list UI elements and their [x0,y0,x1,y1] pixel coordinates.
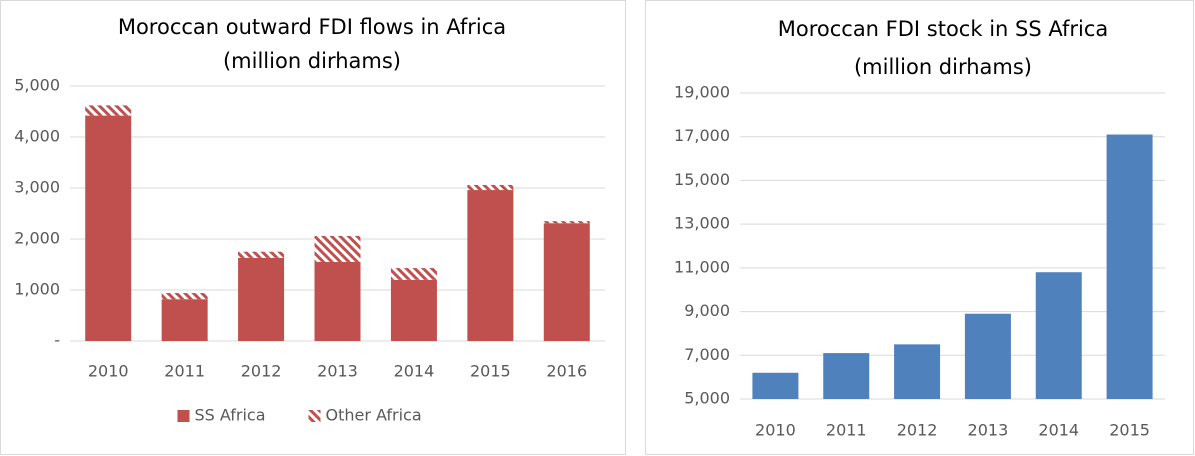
y-tick-label: 11,000 [674,257,730,276]
chart-title: (million dirhams) [854,55,1032,79]
bar-segment [467,190,514,341]
y-tick-label: 4,000 [14,127,60,146]
y-tick-label: 5,000 [684,389,730,408]
x-tick-label: 2010 [88,362,129,381]
legend-swatch [308,410,321,422]
chart-title: Moroccan outward FDI flows in Africa [118,15,506,39]
y-tick-label: 7,000 [684,345,730,364]
bar-segment [85,105,132,116]
x-tick-label: 2015 [470,362,511,381]
chart-title: Moroccan FDI stock in SS Africa [778,17,1109,41]
panel-border [645,0,1194,455]
bar-segment [238,251,285,258]
x-tick-label: 2014 [1038,421,1079,440]
x-tick-label: 2016 [546,362,587,381]
bar-segment [238,257,285,341]
y-tick-label: 9,000 [684,301,730,320]
x-tick-label: 2012 [897,421,938,440]
bar [964,313,1011,399]
bar-segment [314,261,361,341]
chart-title: (million dirhams) [223,49,401,73]
y-tick-label: 13,000 [674,214,730,233]
legend-label: SS Africa [195,406,266,425]
x-tick-label: 2014 [394,362,435,381]
bar-segment [543,221,590,224]
bar-segment [543,223,590,341]
bar-segment [390,268,437,280]
bar-segment [390,279,437,341]
y-tick-label: 19,000 [674,83,730,102]
bar [752,372,799,399]
legend-label: Other Africa [326,406,422,425]
x-tick-label: 2013 [317,362,358,381]
bar-segment [161,293,208,300]
bar [894,344,941,399]
bar [1035,272,1082,399]
x-tick-label: 2011 [164,362,205,381]
panel-border [0,0,626,455]
x-tick-label: 2012 [241,362,282,381]
bar [1106,134,1153,399]
bar-segment [85,115,132,341]
x-tick-label: 2013 [968,421,1009,440]
x-tick-label: 2015 [1109,421,1150,440]
bar [823,353,870,399]
bar-segment [467,184,514,191]
x-tick-label: 2011 [826,421,867,440]
bar-segment [314,235,361,262]
y-tick-label: 3,000 [14,178,60,197]
y-tick-label: 2,000 [14,229,60,248]
y-tick-label: - [54,331,60,350]
legend-swatch [177,410,190,422]
bar-segment [161,299,208,341]
y-tick-label: 17,000 [674,126,730,145]
y-tick-label: 5,000 [14,76,60,95]
y-tick-label: 1,000 [14,280,60,299]
x-tick-label: 2010 [755,421,796,440]
y-tick-label: 15,000 [674,170,730,189]
